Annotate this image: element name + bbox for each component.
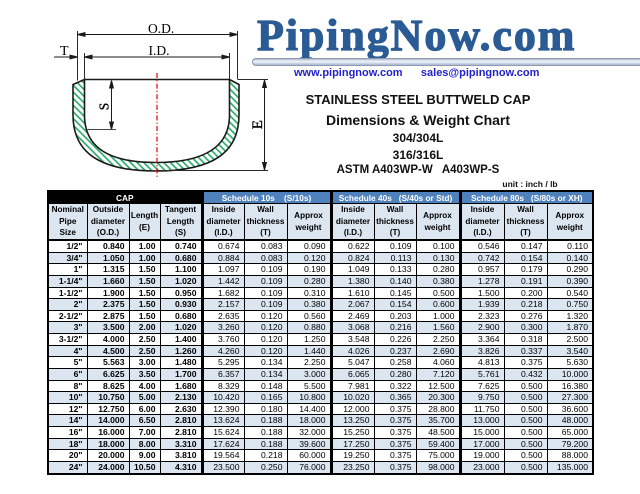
svg-text:O.D.: O.D. — [148, 21, 174, 36]
svg-text:T: T — [60, 44, 69, 59]
svg-text:S: S — [97, 103, 112, 111]
svg-text:I.D.: I.D. — [149, 43, 170, 58]
svg-text:E: E — [250, 120, 266, 129]
